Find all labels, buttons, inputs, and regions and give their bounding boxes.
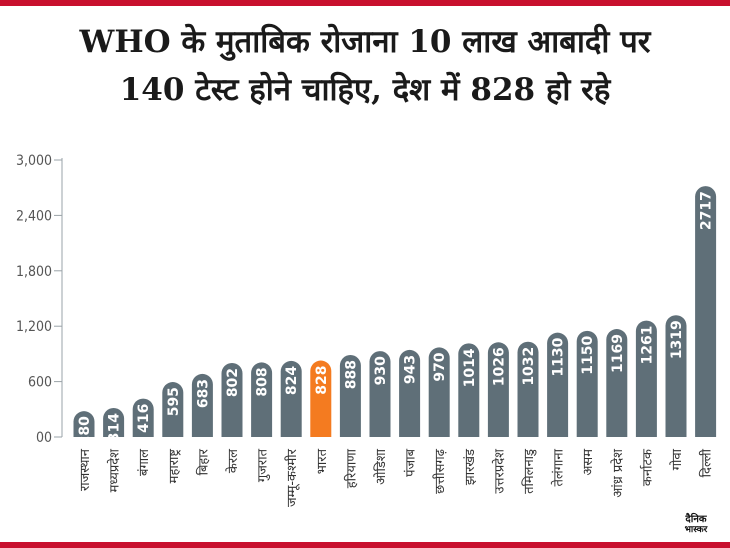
category-label: पंजाब: [404, 448, 419, 476]
bar-value-label: 1032: [521, 347, 537, 386]
y-tick-label: 1,200: [16, 319, 52, 335]
bar: [369, 351, 391, 448]
bar: [251, 362, 273, 448]
bar: [487, 342, 509, 448]
bar-value-label: 808: [255, 367, 271, 396]
title-line-1: WHO के मुताबिक रोजाना 10 लाख आबादी पर: [79, 24, 651, 60]
bar: [635, 320, 657, 448]
y-tick-label: 1,800: [16, 264, 52, 280]
bar-value-label: 888: [343, 360, 359, 389]
category-label: उत्तरप्रदेश: [491, 448, 507, 494]
bar-value-label: 2717: [699, 191, 715, 230]
y-tick-label: 3,000: [16, 153, 52, 169]
bar: [162, 382, 184, 448]
bar-value-label: 802: [225, 368, 241, 397]
category-label: भारत: [315, 448, 330, 474]
chart-title: WHO के मुताबिक रोजाना 10 लाख आबादी पर 14…: [0, 18, 730, 114]
bar-value-label: 1150: [580, 336, 596, 375]
bar-value-label: 930: [373, 356, 389, 385]
category-label: कर्नाटक: [639, 448, 655, 486]
bar: [428, 347, 450, 448]
bar: [310, 360, 332, 448]
bar-value-label: 1014: [462, 348, 478, 387]
bar-value-label: 824: [284, 366, 300, 395]
category-label: राजस्थान: [78, 448, 93, 491]
bar-value-label: 416: [136, 404, 152, 433]
category-label: तेलंगाना: [551, 448, 567, 486]
bar: [132, 398, 154, 448]
category-label: बंगाल: [137, 449, 152, 476]
y-tick-label: 00: [36, 430, 52, 446]
category-label: गोवा: [669, 448, 685, 470]
bar-value-label: 943: [403, 355, 419, 384]
category-label: मध्यप्रदेश: [107, 448, 123, 493]
bar-value-label: 595: [166, 387, 182, 416]
bar: [221, 362, 243, 448]
category-label: गुजरात: [256, 448, 271, 482]
title-line-2: 140 टेस्ट होने चाहिए, देश में 828 हो रहे: [119, 72, 611, 108]
bar: [458, 343, 480, 448]
bar-value-label: 1169: [610, 334, 626, 373]
y-tick-label: 2,400: [16, 208, 52, 224]
category-label: असम: [581, 449, 596, 476]
logo-line-2: भास्कर: [684, 525, 708, 535]
bar: [191, 373, 213, 448]
bar: [547, 332, 569, 448]
bar: [606, 329, 628, 448]
bar: [399, 349, 421, 448]
y-tick-label: 600: [28, 375, 52, 391]
brand-logo: दैनिक भास्कर: [676, 514, 716, 536]
category-label: हरियाणा: [343, 448, 359, 488]
bar-value-label: 683: [195, 379, 211, 408]
category-label: बिहार: [195, 448, 211, 475]
category-label: छत्तीसगढ़: [432, 448, 448, 494]
bar: [517, 341, 539, 448]
bar-value-label: 1026: [491, 347, 507, 386]
bar-value-label: 1261: [639, 326, 655, 365]
category-label: दिल्ली: [699, 448, 715, 477]
bar-value-label: 970: [432, 352, 448, 381]
category-label: केरल: [225, 449, 241, 473]
category-label: ओडिशा: [373, 448, 389, 484]
bar-value-label: 314: [107, 413, 123, 442]
bar-value-label: 828: [314, 366, 330, 395]
category-label: आंध्र प्रदेश: [610, 448, 626, 498]
bottom-border: [0, 542, 730, 548]
baseline-mask: [63, 437, 730, 449]
bar-value-label: 1130: [551, 337, 567, 376]
bar: [665, 315, 687, 448]
bar: [280, 360, 302, 448]
bar: [339, 355, 361, 448]
top-border: [0, 0, 730, 6]
category-label: जम्मू-कश्मीर: [284, 448, 300, 507]
logo-line-1: दैनिक: [685, 514, 707, 525]
category-label: तमिलनाडु: [521, 448, 537, 494]
bar: [695, 186, 717, 448]
category-label: झारखंड: [463, 448, 478, 485]
category-label: महाराष्ट्र: [167, 449, 182, 484]
bar: [576, 330, 598, 448]
bar-value-label: 1319: [669, 320, 685, 359]
